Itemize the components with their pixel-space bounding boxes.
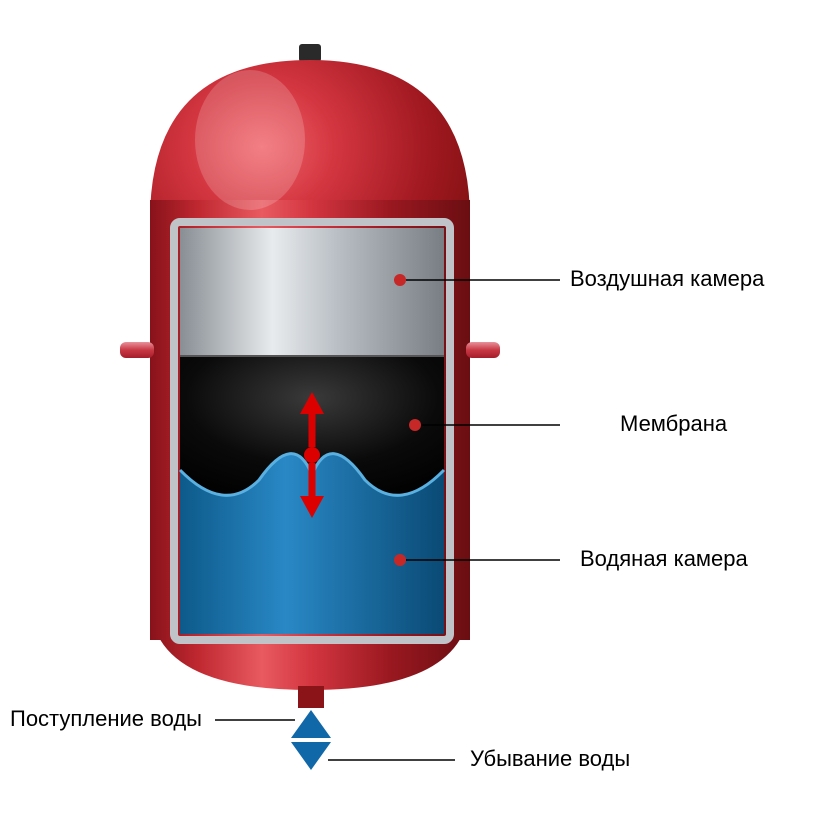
label-membrane: Мембрана bbox=[620, 411, 727, 437]
label-water-chamber: Водяная камера bbox=[580, 546, 748, 572]
tank-top-cap bbox=[299, 44, 321, 62]
flange-left bbox=[120, 342, 154, 358]
air-chamber bbox=[180, 228, 444, 356]
label-inflow: Поступление воды bbox=[10, 706, 202, 732]
label-air-chamber: Воздушная камера bbox=[570, 266, 764, 292]
label-outflow: Убывание воды bbox=[470, 746, 630, 772]
tank-shine bbox=[195, 70, 305, 210]
diagram-container: Воздушная камера Мембрана Водяная камера… bbox=[0, 0, 840, 840]
flange-right bbox=[466, 342, 500, 358]
outlet-diamond-bottom bbox=[291, 742, 331, 770]
outlet-neck bbox=[298, 686, 324, 708]
outlet-diamond-top bbox=[291, 710, 331, 738]
